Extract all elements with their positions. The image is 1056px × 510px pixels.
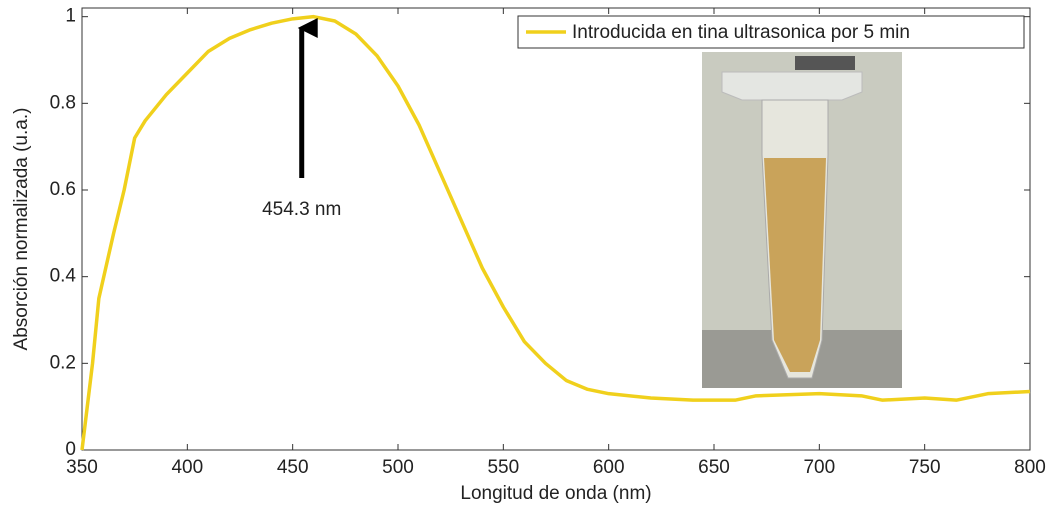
plot-frame [81, 7, 1031, 451]
x-tick-label: 750 [909, 457, 941, 478]
y-axis-label: Absorción normalizada (u.a.) [11, 108, 32, 351]
y-tick-label: 0 [65, 439, 76, 460]
y-tick-label: 1 [65, 6, 76, 27]
annotation-label: 454.3 nm [262, 199, 341, 220]
x-tick-label: 350 [66, 457, 98, 478]
x-tick-label: 800 [1014, 457, 1046, 478]
x-axis-label: Longitud de onda (nm) [460, 483, 651, 504]
y-tick-label: 0.4 [50, 266, 77, 287]
x-tick-label: 450 [277, 457, 309, 478]
legend: Introducida en tina ultrasonica por 5 mi… [517, 15, 1025, 49]
x-tick-label: 400 [171, 457, 203, 478]
y-tick-label: 0.8 [50, 92, 76, 113]
x-tick-label: 700 [803, 457, 835, 478]
y-tick-label: 0.2 [50, 352, 76, 373]
inset-photo [702, 52, 902, 388]
x-tick-label: 650 [698, 457, 730, 478]
x-tick-label: 600 [593, 457, 625, 478]
x-tick-label: 550 [487, 457, 519, 478]
legend-label: Introducida en tina ultrasonica por 5 mi… [572, 22, 910, 43]
data-line [80, 14, 1031, 451]
x-tick-label: 500 [382, 457, 414, 478]
y-tick-label: 0.6 [50, 179, 76, 200]
